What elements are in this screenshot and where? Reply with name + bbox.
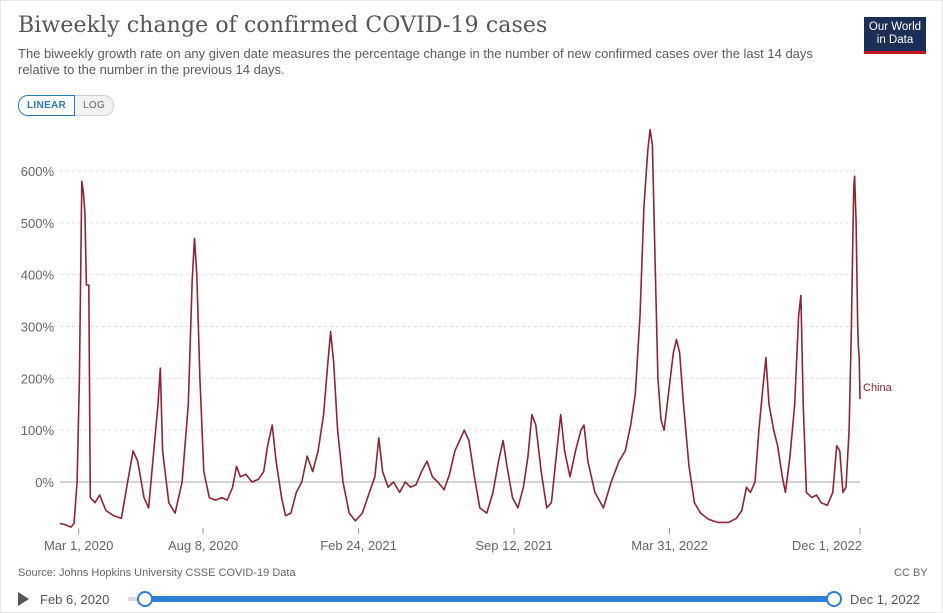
y-tick-label: 100% <box>21 423 55 438</box>
source-note[interactable]: Source: Johns Hopkins University CSSE CO… <box>18 567 296 579</box>
grid-layer <box>60 170 860 483</box>
y-tick-label: 0% <box>35 475 54 490</box>
y-tick-label: 400% <box>21 268 55 283</box>
timeline-start-handle[interactable] <box>137 591 153 607</box>
logo-line-1: Our World <box>868 21 922 33</box>
y-tick-label: 500% <box>21 216 55 231</box>
license-link[interactable]: CC BY <box>894 567 928 579</box>
owid-logo[interactable]: Our World in Data <box>864 17 926 54</box>
logo-line-2: in Data <box>876 34 914 46</box>
play-icon[interactable] <box>18 592 29 606</box>
linear-scale-button[interactable]: LINEAR <box>18 95 76 116</box>
axis-layer: 0% 100% 200% 300% 400% 500% 600% Mar 1, 2020 Aug… <box>21 164 862 553</box>
y-tick-label: 600% <box>21 164 55 179</box>
x-tick-label: Aug 8, 2020 <box>168 538 238 553</box>
timeline-end-handle[interactable] <box>826 591 842 607</box>
x-tick-label: Feb 24, 2021 <box>320 538 397 553</box>
x-tick-label: Mar 1, 2020 <box>44 538 113 553</box>
series-layer: China <box>59 128 893 528</box>
series-line-china <box>59 128 861 528</box>
scale-toggle: LINEAR LOG <box>18 95 115 116</box>
chart-subtitle: The biweekly growth rate on any given da… <box>18 46 813 77</box>
chart-title: Biweekly change of confirmed COVID-19 ca… <box>18 13 548 38</box>
timeline-selected-range <box>145 596 834 602</box>
logo-accent-bar <box>864 51 926 54</box>
x-tick-label: Mar 31, 2022 <box>631 538 708 553</box>
x-tick-label: Dec 1, 2022 <box>792 538 862 553</box>
y-tick-label: 200% <box>21 371 55 386</box>
y-tick-label: 300% <box>21 320 55 335</box>
log-scale-button[interactable]: LOG <box>75 95 115 116</box>
timeline-end-label: Dec 1, 2022 <box>850 592 921 607</box>
timeline-start-label: Feb 6, 2020 <box>40 592 110 607</box>
series-label-china: China <box>863 382 893 394</box>
x-tick-label: Sep 12, 2021 <box>475 538 552 553</box>
